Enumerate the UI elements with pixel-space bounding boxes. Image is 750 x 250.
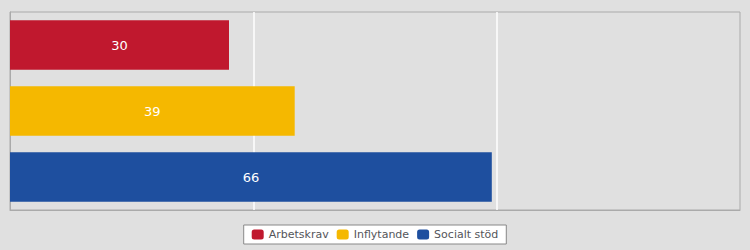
svg-text:Socialt stöd: Socialt stöd [434,228,498,241]
svg-text:30: 30 [111,38,128,53]
svg-text:Arbetskrav: Arbetskrav [269,228,329,241]
svg-text:39: 39 [144,104,161,119]
svg-text:66: 66 [243,170,260,185]
svg-text:Inflytande: Inflytande [354,228,410,241]
